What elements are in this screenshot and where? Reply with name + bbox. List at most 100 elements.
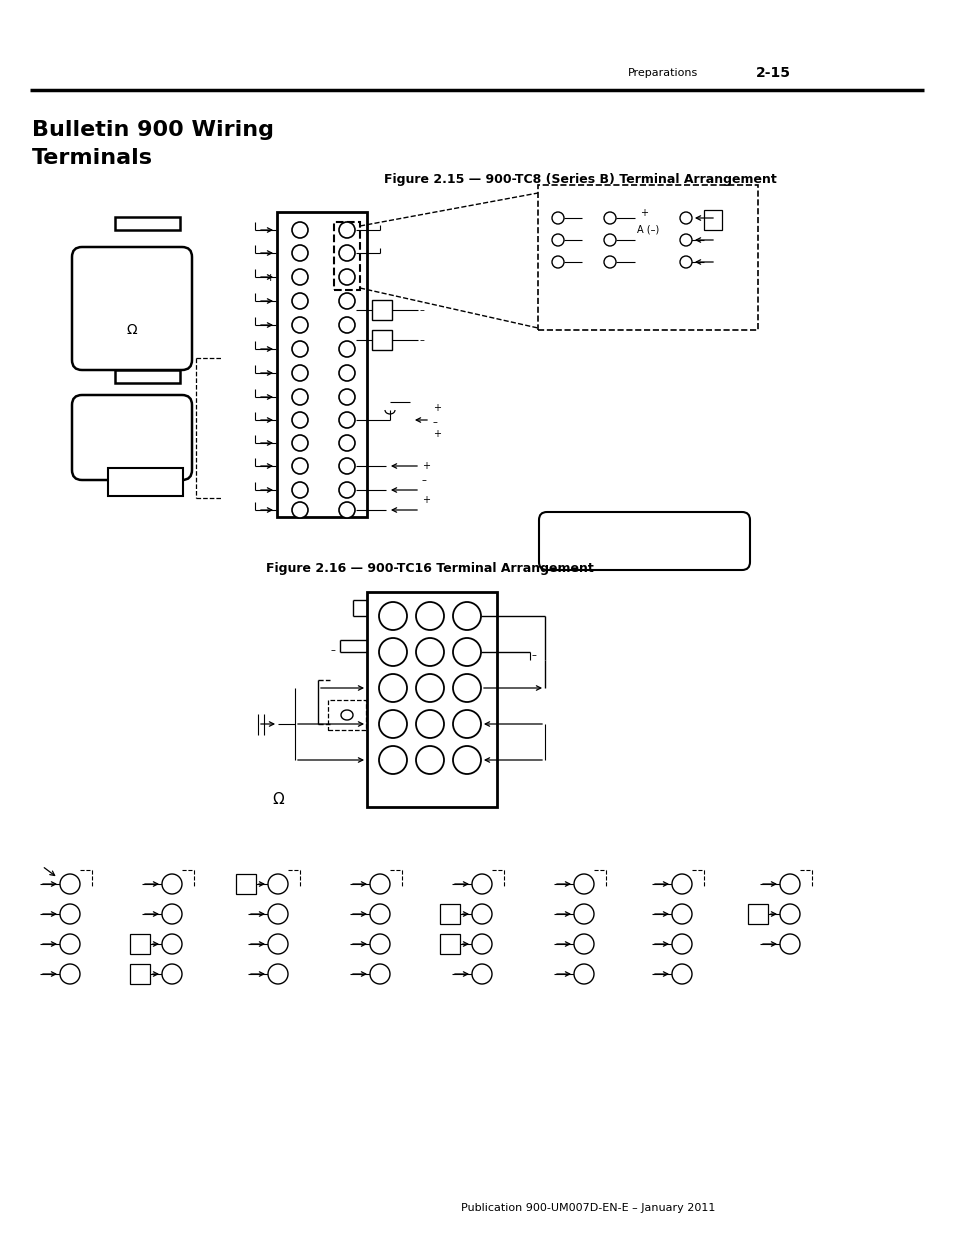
Bar	[276, 212, 367, 517]
Text: 2-15: 2-15	[755, 65, 790, 80]
Circle shape	[60, 965, 80, 984]
Circle shape	[679, 233, 691, 246]
Bar	[367, 592, 497, 806]
Circle shape	[338, 412, 355, 429]
Text: –: –	[433, 417, 437, 427]
Circle shape	[472, 904, 492, 924]
Circle shape	[780, 904, 800, 924]
Circle shape	[679, 212, 691, 224]
Circle shape	[268, 934, 288, 953]
Bar	[372, 330, 392, 350]
Bar	[130, 965, 150, 984]
Text: +: +	[433, 403, 440, 412]
Circle shape	[453, 746, 480, 774]
Circle shape	[416, 601, 443, 630]
Circle shape	[378, 710, 407, 739]
Circle shape	[679, 256, 691, 268]
Bar	[235, 874, 255, 894]
Circle shape	[162, 965, 182, 984]
Bar	[115, 217, 180, 230]
Circle shape	[338, 389, 355, 405]
Text: Terminals: Terminals	[32, 148, 152, 168]
Circle shape	[292, 366, 308, 382]
Circle shape	[338, 501, 355, 517]
Circle shape	[292, 245, 308, 261]
Circle shape	[552, 256, 563, 268]
Circle shape	[338, 482, 355, 498]
Text: –: –	[267, 320, 273, 330]
Text: Ω: Ω	[127, 324, 137, 337]
Circle shape	[292, 389, 308, 405]
Text: +: +	[433, 429, 440, 438]
Circle shape	[453, 710, 480, 739]
Circle shape	[416, 638, 443, 666]
Circle shape	[292, 269, 308, 285]
Bar	[439, 904, 459, 924]
Text: +: +	[265, 273, 274, 283]
Text: –: –	[419, 335, 424, 345]
Circle shape	[338, 269, 355, 285]
Text: –: –	[532, 650, 537, 659]
Bar	[537, 185, 758, 330]
Circle shape	[162, 874, 182, 894]
Text: A (–): A (–)	[637, 225, 659, 235]
Circle shape	[780, 874, 800, 894]
Text: Figure 2.15 — 900-TC8 (Series B) Terminal Arrangement: Figure 2.15 — 900-TC8 (Series B) Termina…	[383, 173, 776, 186]
Circle shape	[603, 212, 616, 224]
Circle shape	[338, 222, 355, 238]
Text: –: –	[330, 645, 335, 655]
Circle shape	[780, 934, 800, 953]
Circle shape	[574, 874, 594, 894]
Circle shape	[416, 746, 443, 774]
Circle shape	[338, 458, 355, 474]
Circle shape	[60, 904, 80, 924]
Circle shape	[292, 317, 308, 333]
Circle shape	[268, 874, 288, 894]
Text: +: +	[639, 207, 647, 219]
Circle shape	[338, 245, 355, 261]
Bar	[130, 934, 150, 953]
Circle shape	[338, 435, 355, 451]
Circle shape	[370, 904, 390, 924]
Circle shape	[162, 934, 182, 953]
Circle shape	[292, 222, 308, 238]
Circle shape	[292, 501, 308, 517]
Bar	[747, 904, 767, 924]
Circle shape	[574, 934, 594, 953]
Bar	[439, 934, 459, 953]
Circle shape	[370, 934, 390, 953]
Circle shape	[162, 904, 182, 924]
Circle shape	[60, 874, 80, 894]
Circle shape	[292, 458, 308, 474]
Circle shape	[338, 317, 355, 333]
Circle shape	[472, 965, 492, 984]
Circle shape	[603, 256, 616, 268]
Circle shape	[416, 674, 443, 701]
Text: –: –	[419, 305, 424, 315]
Circle shape	[292, 293, 308, 309]
Bar	[703, 210, 721, 230]
Circle shape	[268, 904, 288, 924]
Circle shape	[552, 233, 563, 246]
FancyBboxPatch shape	[71, 395, 192, 480]
Circle shape	[671, 874, 691, 894]
Text: –: –	[421, 475, 426, 485]
Text: Bulletin 900 Wiring: Bulletin 900 Wiring	[32, 120, 274, 140]
Circle shape	[574, 904, 594, 924]
Bar	[372, 300, 392, 320]
Circle shape	[416, 710, 443, 739]
Text: +: +	[421, 495, 430, 505]
Circle shape	[338, 293, 355, 309]
Circle shape	[338, 341, 355, 357]
FancyBboxPatch shape	[71, 247, 192, 370]
Circle shape	[292, 341, 308, 357]
Text: +: +	[421, 461, 430, 471]
Circle shape	[378, 638, 407, 666]
Circle shape	[378, 674, 407, 701]
Circle shape	[603, 233, 616, 246]
Circle shape	[552, 212, 563, 224]
Circle shape	[378, 746, 407, 774]
Bar	[108, 468, 183, 496]
Circle shape	[60, 934, 80, 953]
Text: Figure 2.16 — 900-TC16 Terminal Arrangement: Figure 2.16 — 900-TC16 Terminal Arrangem…	[266, 562, 594, 576]
